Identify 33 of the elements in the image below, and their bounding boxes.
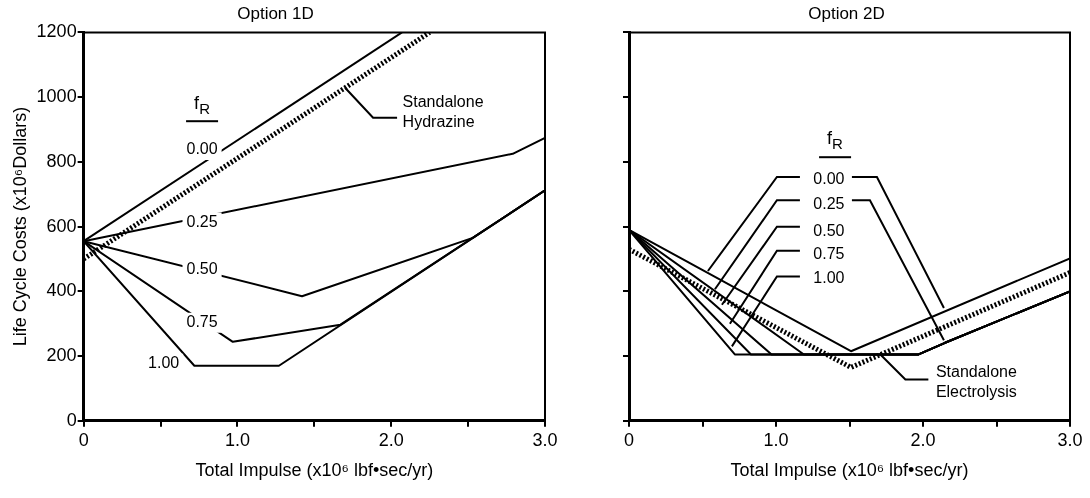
annotation: 0.75: [813, 245, 845, 263]
y-tick-label: 200: [46, 345, 77, 366]
annotation: f$_{R}$: [818, 128, 851, 158]
x-tick-label: 3.0: [532, 429, 558, 450]
y-tick-label: 600: [46, 215, 77, 236]
y-tick-label: 400: [46, 280, 77, 301]
y-tick-label: 1000: [36, 86, 77, 107]
y-tick-label: 800: [46, 150, 77, 171]
annotation: 0.00: [186, 140, 218, 158]
x-axis-title: Total Impulse (x10⁶ lbf•sec/yr): [195, 460, 434, 481]
annotation: Standalone Hydrazine: [402, 93, 484, 131]
annotation: 1.00: [148, 354, 180, 372]
annotation: 1.00: [813, 268, 845, 286]
chart-title: Option 1D: [237, 3, 314, 23]
x-tick-label: 3.0: [1057, 429, 1083, 450]
annotation: 0.25: [186, 212, 218, 230]
annotation: 0.00: [813, 170, 845, 188]
x-tick-label: 1.0: [763, 429, 789, 450]
y-axis-title: Life Cycle Costs (x10⁶Dollars): [9, 106, 30, 347]
y-tick-label: 1200: [36, 21, 77, 42]
x-tick-label: 2.0: [378, 429, 404, 450]
annotation: f$_{R}$: [186, 93, 218, 123]
annotation: 0.50: [813, 222, 845, 240]
x-tick-label: 1.0: [224, 429, 250, 450]
annotation: 0.25: [813, 194, 845, 212]
x-tick-label: 2.0: [910, 429, 936, 450]
x-axis-title: Total Impulse (x10⁶ lbf•sec/yr): [730, 460, 969, 481]
annotation: 0.75: [186, 313, 218, 331]
annotation: Standalone Electrolysis: [935, 362, 1017, 400]
x-tick-label: 0: [623, 429, 635, 450]
annotation: 0.50: [186, 260, 218, 278]
y-tick-label: 0: [66, 409, 77, 430]
chart-title: Option 2D: [808, 3, 885, 23]
